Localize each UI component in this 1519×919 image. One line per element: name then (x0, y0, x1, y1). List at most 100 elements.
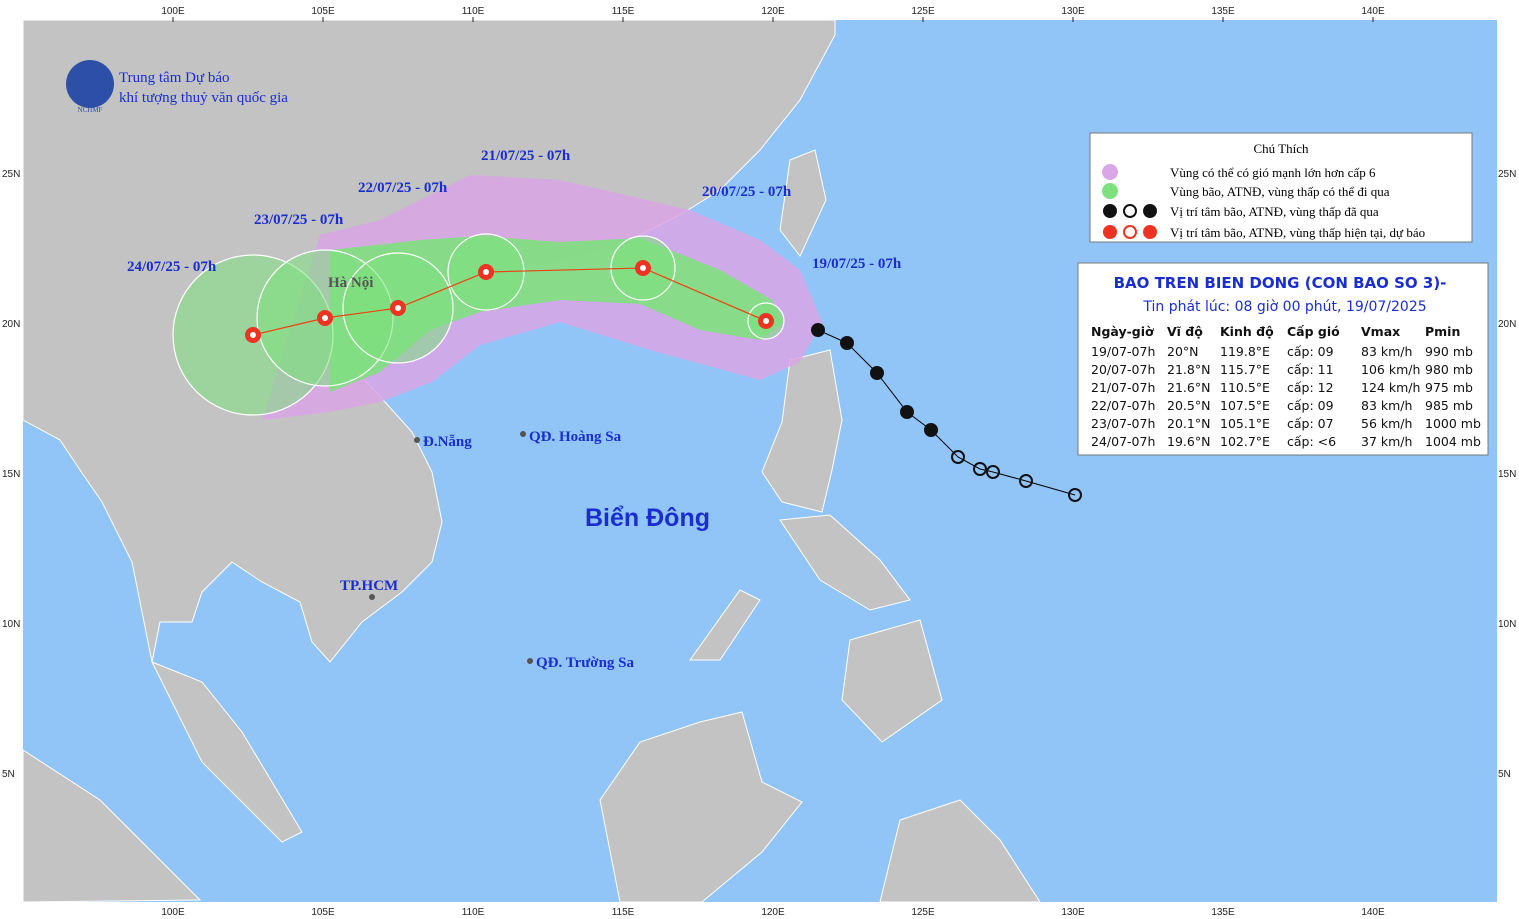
table-cell: 23/07-07h (1091, 416, 1155, 431)
table-cell: 105.1°E (1220, 416, 1270, 431)
lon-label: 125E (911, 6, 935, 17)
lat-label: 15N (2, 469, 20, 480)
lon-label: 135E (1211, 907, 1235, 918)
table-cell: 980 mb (1425, 362, 1473, 377)
table-cell: 1000 mb (1425, 416, 1481, 431)
org-name: Trung tâm Dự báo (119, 70, 230, 86)
table-cell: 124 km/h (1361, 380, 1420, 395)
table-box (1077, 262, 1489, 456)
table-cell: 20.5°N (1167, 398, 1210, 413)
track-markers (245, 260, 1082, 502)
legend-title: Chú Thích (1253, 141, 1309, 156)
place-label: Đ.Nẵng (423, 434, 472, 450)
lon-label: 100E (161, 6, 185, 17)
logo-text: NCHMF (78, 106, 103, 114)
legend-item: Vùng có thể có gió mạnh lớn hơn cấp 6 (1170, 165, 1376, 180)
place-label: Hà Nội (328, 275, 373, 291)
table-cell: 1004 mb (1425, 434, 1481, 449)
lon-label: 125E (911, 907, 935, 918)
sea-label: Biển Đông (585, 504, 710, 532)
past-marker (811, 323, 825, 337)
lon-label: 140E (1361, 907, 1385, 918)
table-cell: 20/07-07h (1091, 362, 1155, 377)
forecast-marker-core (250, 332, 256, 338)
forecast-marker-core (640, 265, 646, 271)
past-marker (951, 450, 965, 464)
place-label: TP.HCM (340, 578, 398, 594)
org-name: khí tượng thuỷ văn quốc gia (119, 90, 288, 106)
table-cell: 975 mb (1425, 380, 1473, 395)
legend-symbols (1103, 204, 1157, 218)
table-header: Vĩ độ (1167, 324, 1203, 339)
place-label: QĐ. Hoàng Sa (529, 429, 622, 445)
lon-label: 130E (1061, 6, 1085, 17)
past-marker (986, 465, 1000, 479)
table-cell: 119.8°E (1220, 344, 1270, 359)
legend-item: Vùng bão, ATNĐ, vùng thấp có thể đi qua (1170, 184, 1390, 199)
logo (66, 60, 114, 108)
table-header: Cấp gió (1287, 324, 1340, 339)
track-label: 24/07/25 - 07h (127, 259, 217, 275)
table-cell: cấp: 12 (1287, 380, 1334, 395)
legend-swatch (1102, 164, 1118, 180)
lon-label: 130E (1061, 907, 1085, 918)
track-label: 19/07/25 - 07h (812, 256, 902, 272)
lat-label: 25N (1498, 169, 1516, 180)
table-header: Ngày-giờ (1091, 324, 1154, 339)
table-cell: 21.6°N (1167, 380, 1210, 395)
legend: Chú Thích Vùng có thể có gió mạnh lớn hơ… (1089, 132, 1473, 243)
table-cell: cấp: 07 (1287, 416, 1334, 431)
lon-label: 105E (311, 907, 335, 918)
table-cell: 20.1°N (1167, 416, 1210, 431)
table-header: Vmax (1361, 324, 1400, 339)
table-cell: 990 mb (1425, 344, 1473, 359)
table-cell: 106 km/h (1361, 362, 1420, 377)
track-label: 22/07/25 - 07h (358, 180, 448, 196)
past-track (817, 329, 1076, 496)
lat-label: 10N (2, 619, 20, 630)
lat-label: 10N (1498, 619, 1516, 630)
lon-label: 120E (761, 6, 785, 17)
table-cell: 24/07-07h (1091, 434, 1155, 449)
lon-label: 120E (761, 907, 785, 918)
legend-item: Vị trí tâm bão, ATNĐ, vùng thấp hiện tại… (1170, 225, 1425, 240)
table-cell: 20°N (1167, 344, 1199, 359)
forecast-marker-core (483, 269, 489, 275)
lon-label: 110E (462, 6, 485, 17)
table-cell: 110.5°E (1220, 380, 1270, 395)
land (22, 19, 1041, 903)
table-cell: 83 km/h (1361, 398, 1412, 413)
info-table: BAO TREN BIEN DONG (CON BAO SO 3)- Tin p… (1077, 262, 1489, 456)
past-marker (924, 423, 938, 437)
table-cell: 21.8°N (1167, 362, 1210, 377)
lon-label: 140E (1361, 6, 1385, 17)
lat-label: 15N (1498, 469, 1516, 480)
table-cell: 19.6°N (1167, 434, 1210, 449)
place-dot (369, 594, 375, 600)
table-cell: 102.7°E (1220, 434, 1270, 449)
place-label: QĐ. Trường Sa (536, 655, 635, 671)
table-cell: cấp: 11 (1287, 362, 1334, 377)
legend-symbols (1103, 225, 1157, 239)
lat-label: 5N (1498, 769, 1511, 780)
lon-label: 110E (462, 907, 485, 918)
table-cell: 19/07-07h (1091, 344, 1155, 359)
past-marker (840, 336, 854, 350)
track-label: 21/07/25 - 07h (481, 148, 571, 164)
past-marker (1019, 474, 1033, 488)
lat-label: 25N (2, 169, 20, 180)
place-dot (414, 437, 420, 443)
table-cell: 56 km/h (1361, 416, 1412, 431)
table-title: BAO TREN BIEN DONG (CON BAO SO 3)- (1114, 274, 1447, 292)
forecast-marker-core (322, 315, 328, 321)
table-cell: cấp: 09 (1287, 344, 1334, 359)
table-cell: 107.5°E (1220, 398, 1270, 413)
table-cell: 22/07-07h (1091, 398, 1155, 413)
track-label: 20/07/25 - 07h (702, 184, 792, 200)
past-marker (1068, 488, 1082, 502)
past-marker (900, 405, 914, 419)
forecast-marker-core (395, 305, 401, 311)
legend-box (1089, 132, 1473, 243)
table-cell: cấp: <6 (1287, 434, 1336, 449)
